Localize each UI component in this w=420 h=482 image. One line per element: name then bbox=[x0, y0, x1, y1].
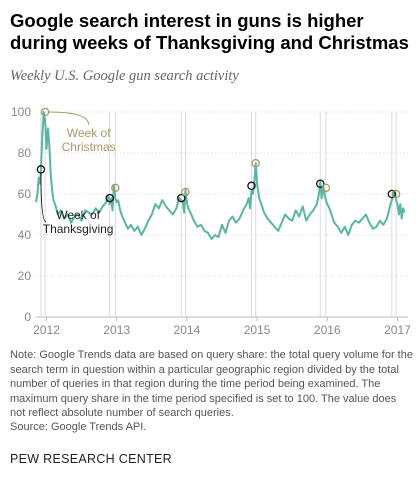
line-chart: 0 20 40 60 80 100 2012 2013 2014 2015 2016 2017 We… bbox=[11, 105, 411, 337]
annotation-label: Thanksgiving bbox=[43, 222, 114, 236]
christmas-marker bbox=[40, 107, 50, 117]
holiday-markers bbox=[36, 107, 401, 203]
thanksgiving-marker bbox=[105, 193, 114, 203]
chart-source: Source: Google Trends API. bbox=[10, 421, 147, 433]
y-axis: 0 20 40 60 80 100 bbox=[11, 105, 31, 324]
x-tick-label: 2016 bbox=[314, 323, 341, 337]
christmas-marker bbox=[111, 183, 120, 193]
grid-lines bbox=[36, 111, 408, 318]
thanksgiving-marker bbox=[177, 193, 186, 203]
christmas-marker bbox=[251, 159, 260, 168]
search-interest-line bbox=[35, 111, 406, 241]
publisher-name: PEW RESEARCH CENTER bbox=[10, 452, 172, 466]
y-tick-label: 60 bbox=[18, 187, 32, 201]
christmas-marker bbox=[181, 187, 190, 197]
x-axis: 2012 2013 2014 2015 2016 2017 bbox=[33, 317, 411, 337]
christmas-marker bbox=[321, 183, 331, 193]
annotation-label: Week of bbox=[67, 126, 111, 140]
annotation-label: Week of bbox=[56, 208, 100, 222]
y-tick-label: 40 bbox=[18, 228, 32, 242]
thanksgiving-marker bbox=[387, 189, 397, 199]
y-tick-label: 20 bbox=[18, 269, 32, 283]
annotation-leader bbox=[40, 173, 47, 223]
christmas-marker bbox=[391, 189, 401, 199]
x-tick-label: 2014 bbox=[174, 323, 201, 337]
annotation-leader bbox=[49, 111, 90, 125]
x-tick-label: 2012 bbox=[33, 323, 60, 337]
y-tick-label: 80 bbox=[18, 146, 32, 160]
annotation-label: Christmas bbox=[62, 140, 116, 154]
chart-note: Note: Google Trends data are based on qu… bbox=[10, 349, 413, 420]
x-tick-label: 2017 bbox=[384, 323, 411, 337]
series-group bbox=[35, 111, 406, 241]
thanksgiving-marker bbox=[316, 179, 325, 189]
holiday-week-lines bbox=[40, 112, 397, 317]
chart-subtitle: Weekly U.S. Google gun search activity bbox=[10, 68, 239, 84]
chart-title: Google search interest in guns is higher… bbox=[10, 10, 409, 53]
thanksgiving-marker bbox=[247, 181, 256, 191]
x-tick-label: 2013 bbox=[103, 323, 130, 337]
y-tick-label: 0 bbox=[24, 310, 31, 324]
thanksgiving-marker bbox=[36, 165, 46, 174]
x-tick-label: 2015 bbox=[244, 323, 271, 337]
y-tick-label: 100 bbox=[11, 105, 31, 119]
